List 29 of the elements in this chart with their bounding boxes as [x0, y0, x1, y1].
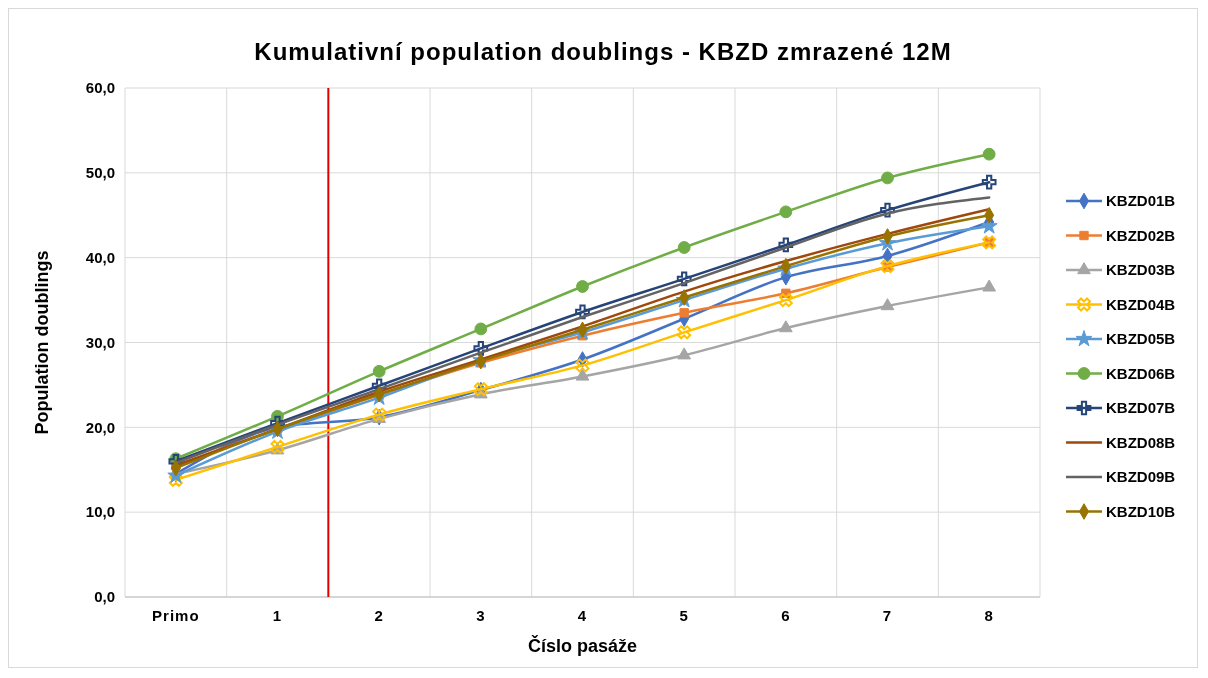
- y-tick-label: 30,0: [85, 333, 115, 351]
- y-tick-label: 60,0: [85, 79, 115, 97]
- legend-label: KBZD06B: [1106, 364, 1176, 382]
- y-tick-label: 20,0: [85, 418, 115, 436]
- legend-label: KBZD03B: [1106, 261, 1176, 279]
- x-tick-label: 5: [679, 607, 689, 624]
- legend-label: KBZD08B: [1106, 433, 1176, 451]
- x-tick-label: 6: [781, 607, 791, 624]
- legend-label: KBZD02B: [1106, 226, 1176, 244]
- x-tick-label: 3: [476, 607, 486, 624]
- y-axis-title: Population doublings: [32, 250, 52, 435]
- legend-label: KBZD04B: [1106, 295, 1176, 313]
- y-tick-label: 10,0: [85, 503, 115, 521]
- x-tick-label: 7: [882, 607, 893, 624]
- x-tick-label: 8: [984, 607, 994, 624]
- x-tick-label: 1: [272, 607, 283, 624]
- x-tick-label: 4: [577, 607, 588, 624]
- chart-title: Kumulativní population doublings - KBZD zmrazené 12M: [254, 38, 952, 65]
- legend-label: KBZD07B: [1106, 399, 1176, 417]
- y-tick-label: 40,0: [85, 248, 115, 266]
- x-axis-title: Číslo pasáže: [527, 635, 638, 656]
- legend-label: KBZD05B: [1106, 330, 1176, 348]
- x-tick-label: Primo: [152, 607, 200, 624]
- legend-label: KBZD09B: [1106, 468, 1176, 486]
- x-tick-label: 2: [374, 607, 384, 624]
- y-tick-label: 50,0: [85, 164, 115, 182]
- legend-label: KBZD10B: [1106, 502, 1176, 520]
- legend-label: KBZD01B: [1106, 192, 1176, 210]
- y-tick-label: 0,0: [94, 588, 115, 606]
